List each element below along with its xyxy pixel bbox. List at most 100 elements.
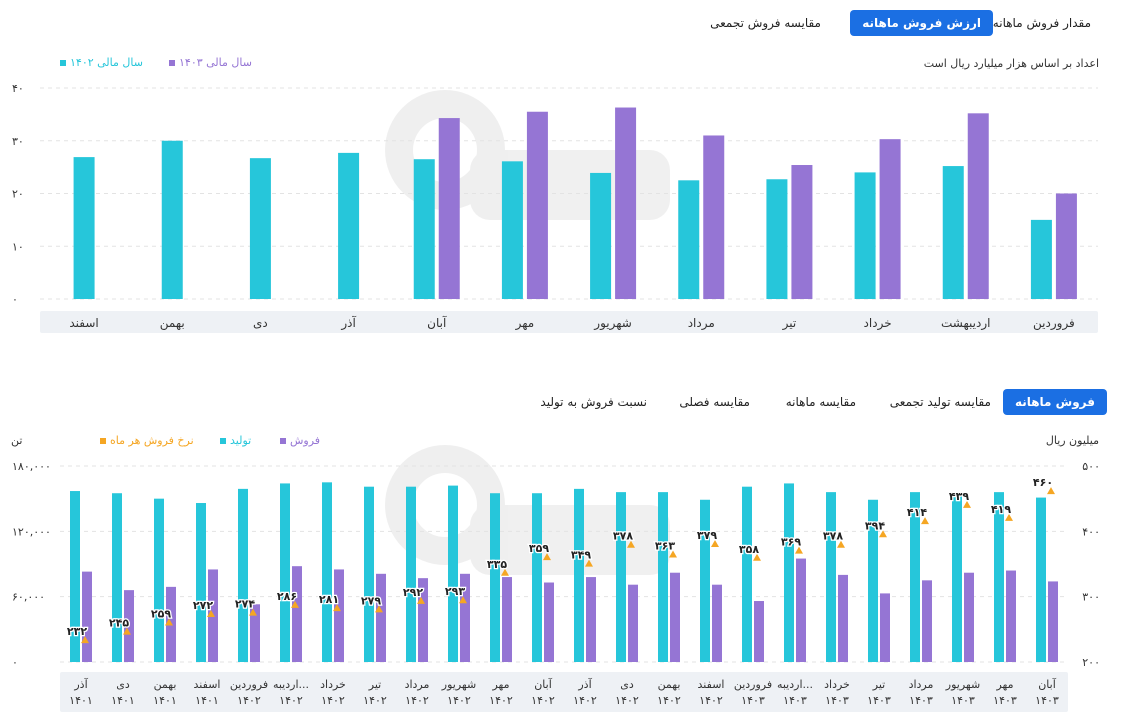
y-right-tick-label: ۲۰۰ [1082, 656, 1100, 669]
rate-marker [753, 553, 761, 561]
bar-sales [250, 604, 260, 662]
x-tick-label-month: فروردین [734, 678, 772, 691]
rate-marker [249, 608, 257, 616]
bar-production [448, 485, 458, 662]
rate-data-label: ۲۷۲ [193, 599, 213, 612]
rate-marker [585, 559, 593, 567]
legend-1402[interactable]: سال مالی ۱۴۰۲ [56, 56, 143, 69]
x-tick-label-month: بهمن [658, 678, 681, 691]
bar-sales [418, 578, 428, 662]
x-tick-label-year: ۱۴۰۲ [489, 694, 513, 707]
x-tick-label: شهریور [593, 316, 632, 331]
tab-monthly-compare[interactable]: مقایسه ماهانه [785, 395, 856, 409]
x-tick-label-month: دی [116, 678, 130, 691]
x-tick-label-month: تیر [872, 678, 885, 691]
x-tick-label-month: شهریور [945, 678, 980, 691]
bar-production [826, 492, 836, 662]
legend-label: سال مالی ۱۴۰۳ [179, 56, 252, 69]
legend-1403[interactable]: سال مالی ۱۴۰۳ [165, 56, 252, 69]
x-tick-label: مهر [515, 316, 535, 331]
y-right-tick-label: ۵۰۰ [1082, 460, 1100, 473]
rate-data-label: ۳۳۵ [487, 558, 507, 571]
rate-marker [417, 596, 425, 604]
bar-1402 [338, 152, 360, 299]
bar-production [868, 499, 878, 662]
legend-sales[interactable]: فروش [276, 434, 320, 447]
y-tick-label: ۱۰ [12, 240, 24, 253]
bar-1403 [967, 113, 989, 299]
rate-marker [375, 605, 383, 613]
legend-label: فروش [290, 434, 321, 447]
rate-marker [543, 553, 551, 561]
rate-data-label: ۲۸۶ [277, 590, 297, 603]
bar-sales [964, 572, 974, 662]
bar-1403 [1055, 193, 1077, 299]
x-tick-label-month: خرداد [824, 678, 850, 691]
bar-production [196, 503, 206, 662]
rate-marker [963, 500, 971, 508]
bar-sales [544, 582, 554, 662]
legend-rate[interactable]: نرخ فروش هر ماه [96, 434, 194, 447]
rate-data-label: ۴۶۰ [1033, 476, 1053, 489]
bar-sales [628, 584, 638, 662]
x-tick-label-year: ۱۴۰۳ [783, 694, 807, 707]
legend-production[interactable]: تولید [216, 434, 251, 447]
bar-1402 [854, 172, 876, 299]
bar-1403 [526, 111, 548, 299]
tab-monthly-quantity[interactable]: مقدار فروش ماهانه [992, 16, 1091, 30]
bar-production [406, 486, 416, 662]
bar-sales [754, 601, 764, 662]
bar-production [700, 499, 710, 662]
rate-marker [165, 618, 173, 626]
rate-marker [81, 636, 89, 644]
bar-production [616, 492, 626, 662]
rate-data-label: ۳۵۹ [529, 542, 549, 555]
x-tick-label-month: مهر [491, 678, 509, 691]
x-tick-label: بهمن [160, 316, 185, 331]
bar-1403 [879, 139, 901, 299]
bar-sales [880, 593, 890, 662]
bar-1402 [161, 140, 183, 299]
tab-monthly-sales[interactable]: فروش ماهانه [1002, 389, 1107, 415]
x-tick-label: اردیبهشت [941, 316, 990, 331]
bar-sales [670, 572, 680, 662]
tab-seasonal-compare[interactable]: مقایسه فصلی [679, 395, 750, 409]
bar-1403 [438, 118, 460, 299]
tab-cumulative-sales[interactable]: مقایسه فروش تجمعی [710, 16, 821, 30]
bar-1402 [678, 180, 700, 299]
rate-data-label: ۲۷۹ [361, 594, 381, 607]
tab-sales-production-ratio[interactable]: نسبت فروش به تولید [540, 395, 647, 409]
x-tick-label-month: فروردین [230, 678, 268, 691]
bar-1403 [703, 135, 725, 299]
legend-label: تولید [230, 434, 252, 447]
legend-swatch [169, 60, 175, 66]
bar-production [784, 483, 794, 662]
bar-production [658, 492, 668, 662]
rate-marker [669, 550, 677, 558]
bar-production [1036, 497, 1046, 662]
x-tick-label-year: ۱۴۰۳ [1035, 694, 1059, 707]
x-tick-label-year: ۱۴۰۱ [111, 694, 135, 707]
bar-sales [1006, 570, 1016, 662]
rate-data-label: ۳۴۹ [571, 549, 591, 562]
bar-production [364, 486, 374, 662]
bar-sales [838, 574, 848, 662]
x-tick-label-year: ۱۴۰۳ [825, 694, 849, 707]
legend-swatch [60, 60, 66, 66]
rate-data-label: ۳۹۴ [865, 519, 885, 532]
bar-production [532, 493, 542, 662]
legend-label: سال مالی ۱۴۰۲ [70, 56, 143, 69]
bar-sales [1048, 581, 1058, 662]
bar-sales [334, 569, 344, 662]
bar-production [742, 486, 752, 662]
x-tick-label: آبان [427, 315, 447, 330]
bar-sales [502, 577, 512, 662]
bar-1402 [1030, 219, 1052, 299]
legend-swatch [280, 438, 286, 444]
tab-monthly-value[interactable]: ارزش فروش ماهانه [850, 10, 993, 36]
rate-data-label: ۲۷۴ [235, 598, 255, 611]
x-tick-label-year: ۱۴۰۲ [615, 694, 639, 707]
tab-cumulative-production[interactable]: مقایسه تولید تجمعی [889, 395, 991, 409]
rate-data-label: ۴۱۹ [991, 503, 1011, 516]
y-left-tick-label: ۱۸۰,۰۰۰ [12, 460, 51, 473]
